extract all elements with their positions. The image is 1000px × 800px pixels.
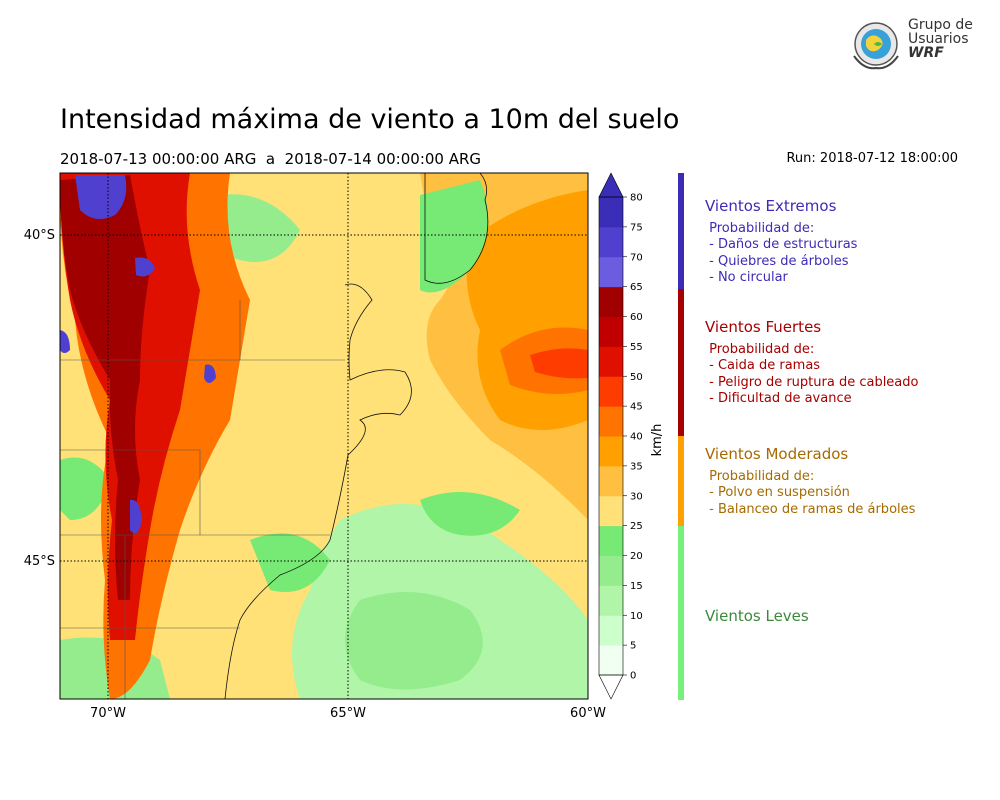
colorbar-extend-min [598, 674, 624, 700]
colorbar-tick-label: 30 [630, 491, 643, 502]
colorbar-tick-label: 25 [630, 521, 643, 532]
logo-line3: WRF [908, 45, 944, 61]
logo-line2: Usuarios [908, 31, 969, 47]
lat-tick-label: 45°S [24, 554, 55, 569]
colorbar-segment [599, 555, 623, 586]
category-line: - Balanceo de ramas de árboles [705, 501, 916, 517]
lon-tick-label: 65°W [330, 706, 366, 721]
colorbar-segment [599, 316, 623, 347]
wind-field [60, 173, 588, 699]
page-title: Intensidad máxima de viento a 10m del su… [60, 104, 680, 135]
colorbar-segment [599, 465, 623, 497]
lon-tick-label: 60°W [570, 706, 606, 721]
colorbar-segment [599, 286, 623, 317]
colorbar-segment [599, 197, 623, 228]
colorbar-segment [599, 406, 623, 437]
category-title: Vientos Leves [705, 607, 809, 625]
category-line: Probabilidad de: [705, 469, 815, 484]
colorbar-extend-max [598, 172, 624, 198]
colorbar-tick-label: 5 [630, 641, 636, 652]
category-bar-fuertes [678, 289, 684, 436]
category-line: - Peligro de ruptura de cableado [705, 374, 919, 390]
category-title: Vientos Fuertes [705, 318, 822, 336]
category-line: Probabilidad de: [705, 221, 815, 236]
colorbar-tick-label: 65 [630, 282, 643, 293]
wrf-logo [853, 22, 899, 70]
colorbar-tick-label: 70 [630, 252, 643, 263]
colorbar-segment [599, 585, 623, 616]
colorbar-tick-label: 35 [630, 461, 643, 472]
lon-tick-label: 70°W [90, 706, 126, 721]
category-line: - Dificultad de avance [705, 390, 852, 406]
category-line: - Quiebres de árboles [705, 253, 849, 269]
colorbar-tick-label: 15 [630, 581, 643, 592]
colorbar-tick-label: 60 [630, 312, 643, 323]
colorbar-segment [599, 256, 623, 288]
category-bar-extremos [678, 173, 684, 289]
colorbar-tick-label: 0 [630, 671, 636, 682]
colorbar-tick-label: 75 [630, 222, 643, 233]
category-title: Vientos Moderados [705, 445, 849, 463]
valid-period: 2018-07-13 00:00:00 ARG a 2018-07-14 00:… [60, 150, 482, 168]
colorbar-segment [599, 615, 623, 646]
colorbar-segment [599, 226, 623, 258]
colorbar-segment [599, 525, 623, 556]
colorbar-tick-label: 10 [630, 611, 643, 622]
colorbar-segment [599, 436, 623, 467]
colorbar-tick-label: 20 [630, 551, 643, 562]
category-line: - No circular [705, 269, 788, 285]
colorbar-tick-label: 80 [630, 193, 643, 204]
colorbar-tick-label: 55 [630, 342, 643, 353]
logo-text: Grupo de Usuarios WRF [908, 18, 973, 60]
category-line: Probabilidad de: [705, 342, 815, 357]
category-extremos: Vientos Extremos Probabilidad de: - Daño… [705, 197, 857, 286]
map-frame [59, 172, 589, 700]
colorbar-tick-label: 50 [630, 372, 643, 383]
category-fuertes: Vientos Fuertes Probabilidad de: - Caida… [705, 318, 918, 407]
colorbar: 0 5 10 15 20 25 30 35 40 45 50 55 60 65 70 75 80 [598, 172, 643, 700]
category-line: - Caida de ramas [705, 358, 821, 374]
category-line: - Polvo en suspensión [705, 485, 850, 501]
colorbar-segment [599, 495, 623, 527]
colorbar-segment [599, 346, 623, 377]
category-bar-leves [678, 526, 684, 700]
category-bar-moderados [678, 436, 684, 526]
colorbar-segment [599, 645, 623, 676]
colorbar-unit: km/h [650, 424, 665, 457]
run-time: Run: 2018-07-12 18:00:00 [786, 151, 958, 166]
logo-line1: Grupo de [908, 17, 973, 33]
colorbar-tick-label: 40 [630, 432, 643, 443]
lat-tick-label: 40°S [24, 228, 55, 243]
category-line: - Daños de estructuras [705, 237, 858, 253]
colorbar-segment [599, 376, 623, 407]
category-title: Vientos Extremos [705, 197, 837, 215]
colorbar-tick-label: 45 [630, 402, 643, 413]
category-moderados: Vientos Moderados Probabilidad de: - Pol… [705, 445, 915, 518]
category-leves: Vientos Leves [705, 607, 809, 625]
